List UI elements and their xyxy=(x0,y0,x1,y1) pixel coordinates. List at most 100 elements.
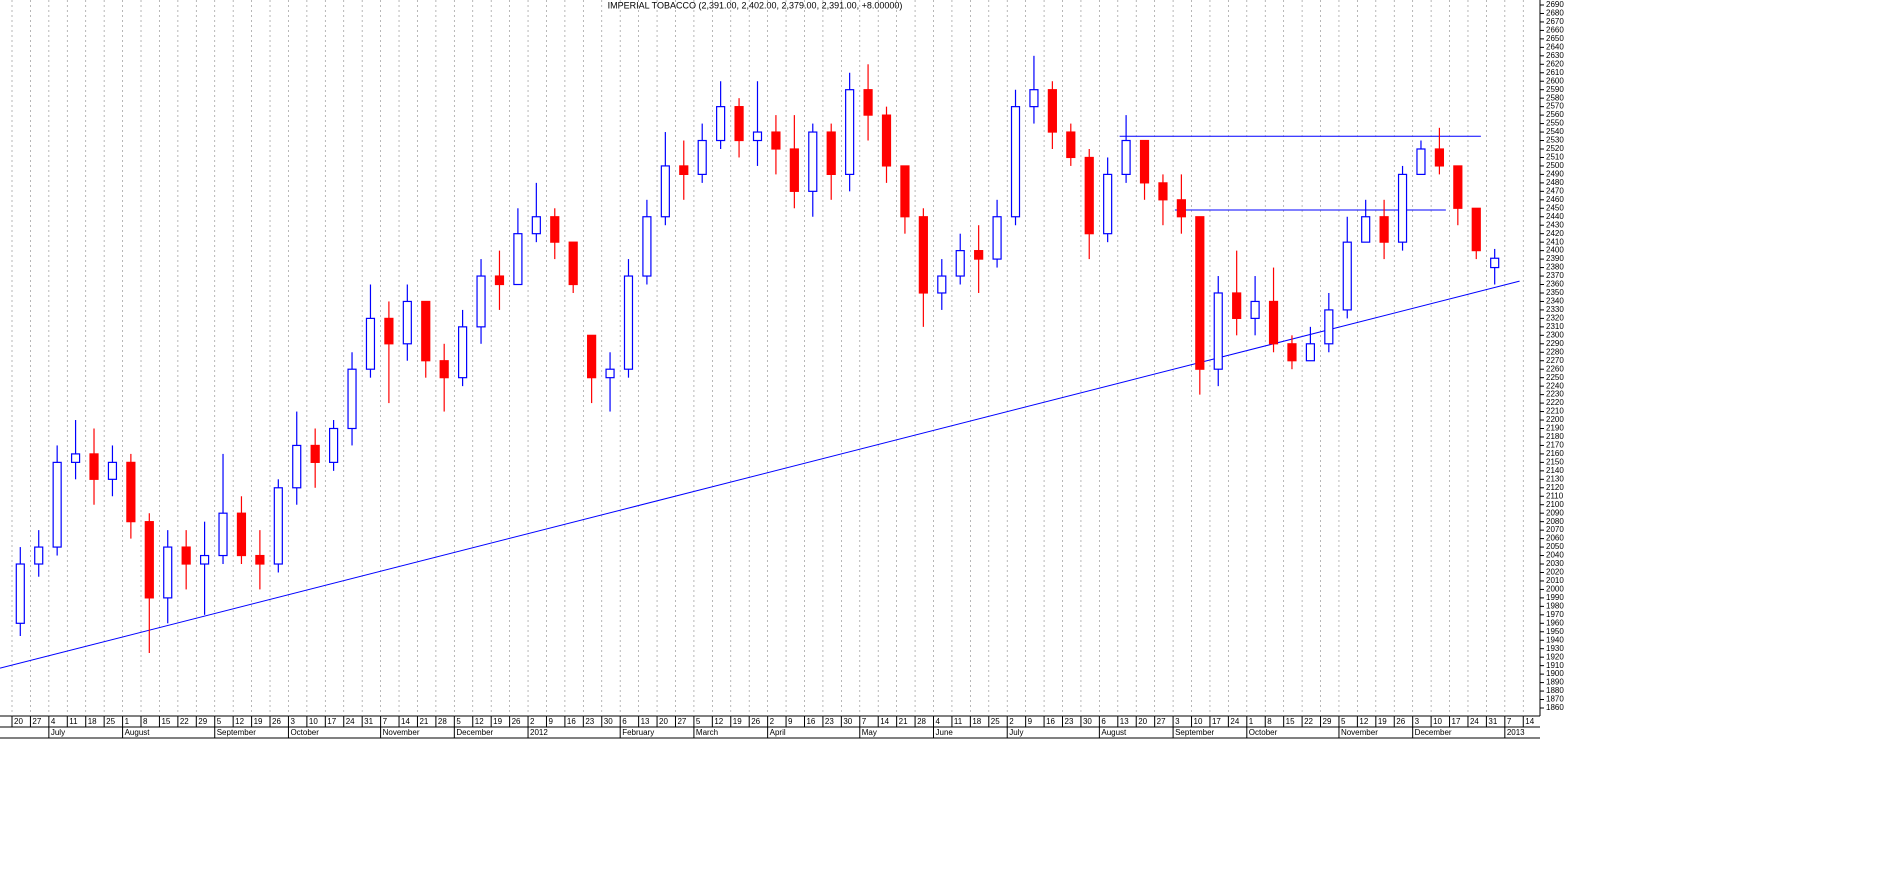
candle-body xyxy=(15,563,25,624)
x-tick-label: 11 xyxy=(954,717,963,726)
y-tick-label: 2630 xyxy=(1546,51,1564,60)
x-tick-label: 29 xyxy=(198,717,207,726)
y-tick-label: 1940 xyxy=(1546,635,1564,644)
y-tick-label: 1880 xyxy=(1546,686,1564,695)
y-tick-label: 2160 xyxy=(1546,449,1564,458)
y-tick-label: 2110 xyxy=(1546,491,1564,500)
x-tick-label: 26 xyxy=(1396,717,1405,726)
month-label: August xyxy=(1101,728,1127,737)
y-tick-label: 2230 xyxy=(1546,390,1564,399)
y-tick-label: 2080 xyxy=(1546,517,1564,526)
candle-body xyxy=(1342,241,1352,311)
x-tick-label: 27 xyxy=(677,717,686,726)
candle-body xyxy=(1268,300,1279,345)
y-tick-label: 2530 xyxy=(1546,136,1564,145)
y-tick-label: 2400 xyxy=(1546,246,1564,255)
y-tick-label: 2670 xyxy=(1546,17,1564,26)
candle-body xyxy=(513,233,523,286)
candle-body xyxy=(697,139,707,175)
y-tick-label: 2200 xyxy=(1546,415,1564,424)
y-tick-label: 2520 xyxy=(1546,144,1564,153)
x-tick-label: 17 xyxy=(327,717,336,726)
x-tick-label: 24 xyxy=(1230,717,1239,726)
x-tick-label: 4 xyxy=(51,717,56,726)
x-tick-label: 31 xyxy=(364,717,373,726)
x-tick-label: 6 xyxy=(1101,717,1106,726)
x-tick-label: 10 xyxy=(1194,717,1203,726)
candle-body xyxy=(1324,309,1334,345)
x-tick-label: 5 xyxy=(217,717,222,726)
x-tick-label: 14 xyxy=(880,717,889,726)
x-tick-label: 17 xyxy=(1212,717,1221,726)
candle-body xyxy=(1121,139,1131,175)
candle-body xyxy=(1213,292,1223,370)
x-tick-label: 28 xyxy=(917,717,926,726)
x-tick-label: 12 xyxy=(475,717,484,726)
candle-body xyxy=(52,461,62,548)
x-tick-label: 8 xyxy=(143,717,148,726)
x-tick-label: 13 xyxy=(1120,717,1129,726)
candle-body xyxy=(716,106,726,142)
candle-body xyxy=(789,148,799,192)
y-tick-label: 2380 xyxy=(1546,263,1564,272)
x-tick-label: 3 xyxy=(1415,717,1420,726)
y-tick-label: 2540 xyxy=(1546,127,1564,136)
candle-body xyxy=(199,554,210,565)
candle-body xyxy=(1453,165,1463,209)
candle-body xyxy=(255,554,265,565)
y-tick-label: 2260 xyxy=(1546,364,1564,373)
candle-body xyxy=(845,89,855,175)
y-tick-label: 2290 xyxy=(1546,339,1564,348)
x-tick-label: 9 xyxy=(788,717,793,726)
x-tick-label: 2 xyxy=(770,717,775,726)
x-tick-label: 26 xyxy=(512,717,521,726)
y-tick-label: 2020 xyxy=(1546,568,1564,577)
y-tick-label: 2310 xyxy=(1546,322,1564,331)
x-tick-label: 13 xyxy=(641,717,650,726)
x-tick-label: 19 xyxy=(493,717,502,726)
x-tick-label: 21 xyxy=(899,717,908,726)
candle-body xyxy=(1084,156,1094,235)
y-tick-label: 2010 xyxy=(1546,576,1564,585)
y-tick-label: 1980 xyxy=(1546,601,1564,610)
x-tick-label: 27 xyxy=(1157,717,1166,726)
candle-body xyxy=(1195,216,1205,370)
month-label: November xyxy=(383,728,420,737)
candle-body xyxy=(1176,199,1186,218)
y-tick-label: 1910 xyxy=(1546,661,1564,670)
month-label: July xyxy=(1009,728,1023,737)
y-tick-label: 2370 xyxy=(1546,271,1564,280)
y-tick-label: 2170 xyxy=(1546,441,1564,450)
month-label: August xyxy=(125,728,151,737)
x-tick-label: 15 xyxy=(1286,717,1295,726)
y-tick-label: 2570 xyxy=(1546,102,1564,111)
y-tick-label: 2430 xyxy=(1546,220,1564,229)
x-tick-label: 11 xyxy=(69,717,78,726)
candle-body xyxy=(402,300,412,345)
candle-body xyxy=(236,512,247,557)
x-tick-label: 10 xyxy=(1433,717,1442,726)
x-tick-label: 12 xyxy=(714,717,723,726)
y-tick-label: 2090 xyxy=(1546,508,1564,517)
candle-body xyxy=(1139,139,1150,184)
y-tick-label: 2360 xyxy=(1546,280,1564,289)
candle-body xyxy=(365,317,376,370)
candle-body xyxy=(660,165,670,218)
x-tick-label: 21 xyxy=(419,717,428,726)
y-tick-label: 1970 xyxy=(1546,610,1564,619)
y-tick-label: 1950 xyxy=(1546,627,1564,636)
x-tick-label: 25 xyxy=(991,717,1000,726)
candle-body xyxy=(531,216,541,235)
x-tick-label: 16 xyxy=(567,717,576,726)
month-label: December xyxy=(1415,728,1452,737)
candle-body xyxy=(1103,173,1113,235)
y-tick-label: 2640 xyxy=(1546,42,1564,51)
month-label: September xyxy=(1175,728,1214,737)
x-tick-label: 12 xyxy=(235,717,244,726)
x-tick-label: 30 xyxy=(604,717,613,726)
y-tick-label: 2030 xyxy=(1546,559,1564,568)
candle-body xyxy=(439,360,449,379)
y-tick-label: 2130 xyxy=(1546,474,1564,483)
x-tick-label: 5 xyxy=(456,717,461,726)
candle-body xyxy=(218,512,228,557)
